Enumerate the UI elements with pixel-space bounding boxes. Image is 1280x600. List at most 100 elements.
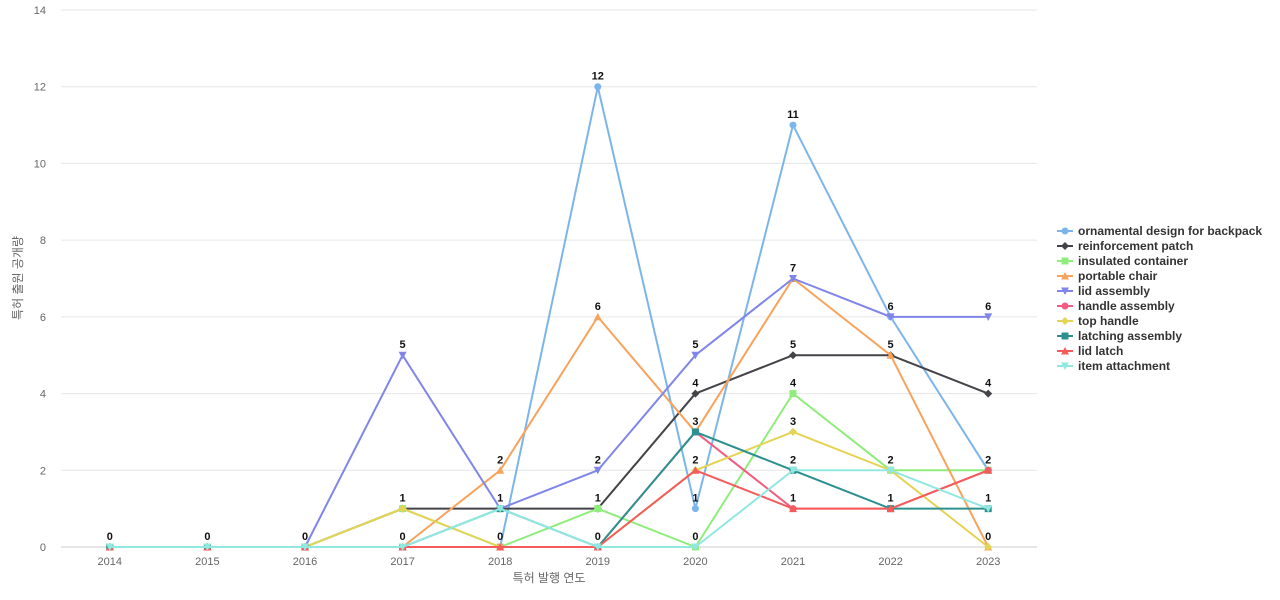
series-line xyxy=(109,469,989,548)
data-label: 5 xyxy=(888,339,894,351)
data-label: 4 xyxy=(790,378,797,390)
legend-item-latching-assembly[interactable]: latching assembly xyxy=(1057,329,1182,343)
legend-item-handle-assembly[interactable]: handle assembly xyxy=(1057,299,1175,313)
data-point xyxy=(691,543,700,551)
data-label: 1 xyxy=(985,493,991,505)
legend-label: lid assembly xyxy=(1078,284,1150,298)
data-point xyxy=(691,466,700,474)
series-lines xyxy=(105,83,993,551)
legend-marker xyxy=(1061,317,1069,325)
data-label: 11 xyxy=(787,109,799,121)
data-point xyxy=(789,351,797,360)
data-point xyxy=(301,543,309,551)
data-label: 12 xyxy=(592,71,604,83)
data-label: 2 xyxy=(595,454,601,466)
data-label: 2 xyxy=(497,454,503,466)
x-axis-title: 특허 발행 연도 xyxy=(513,570,586,585)
data-label: 0 xyxy=(302,531,308,543)
legend-marker xyxy=(1061,332,1069,340)
data-point xyxy=(789,427,797,436)
x-tick-label: 2015 xyxy=(195,556,219,568)
legend-item-portable-chair[interactable]: portable chair xyxy=(1057,269,1158,283)
series-line xyxy=(109,354,989,548)
data-point xyxy=(789,390,797,398)
legend-marker xyxy=(1061,227,1069,235)
legend-label: lid latch xyxy=(1078,344,1123,358)
data-point xyxy=(691,351,700,360)
legend-item-reinforcement-patch[interactable]: reinforcement patch xyxy=(1057,239,1193,253)
data-point xyxy=(398,543,407,551)
data-point xyxy=(886,466,895,475)
legend-label: item attachment xyxy=(1078,359,1170,373)
data-label: 1 xyxy=(888,493,894,505)
legend-label: top handle xyxy=(1078,314,1139,328)
x-tick-label: 2017 xyxy=(390,556,414,568)
legend-item-top-handle[interactable]: top handle xyxy=(1057,314,1139,328)
y-tick-label: 0 xyxy=(40,542,46,554)
legend: ornamental design for backpackreinforcem… xyxy=(1057,224,1262,373)
data-point xyxy=(594,83,602,91)
data-label: 1 xyxy=(400,493,406,505)
legend-marker xyxy=(1061,272,1069,280)
data-point xyxy=(984,466,993,474)
data-label: 2 xyxy=(888,454,894,466)
data-point xyxy=(398,351,407,360)
data-point xyxy=(203,543,212,551)
data-point xyxy=(691,428,699,436)
data-point xyxy=(593,466,602,475)
x-tick-label: 2014 xyxy=(98,556,122,568)
x-tick-label: 2021 xyxy=(781,556,805,568)
data-label: 3 xyxy=(692,416,698,428)
y-tick-label: 6 xyxy=(40,312,46,324)
data-point xyxy=(398,504,407,513)
data-label: 4 xyxy=(692,378,699,390)
data-label: 5 xyxy=(692,339,698,351)
data-point xyxy=(496,505,505,513)
legend-item-insulated-container[interactable]: insulated container xyxy=(1057,254,1188,268)
legend-label: handle assembly xyxy=(1078,299,1175,313)
data-point xyxy=(691,505,699,513)
y-tick-label: 10 xyxy=(34,158,46,170)
series-reinforcement-patch xyxy=(105,351,993,551)
data-label: 0 xyxy=(985,531,991,543)
data-point xyxy=(496,543,505,551)
legend-marker xyxy=(1061,362,1069,370)
data-point xyxy=(789,466,797,475)
data-label: 6 xyxy=(985,301,991,313)
legend-item-lid-latch[interactable]: lid latch xyxy=(1057,344,1123,358)
legend-marker xyxy=(1061,242,1069,250)
legend-label: reinforcement patch xyxy=(1078,239,1193,253)
data-point xyxy=(984,505,993,513)
data-label: 0 xyxy=(497,531,503,543)
data-point xyxy=(984,389,993,398)
x-tick-label: 2019 xyxy=(586,556,610,568)
data-label: 4 xyxy=(985,378,992,390)
x-tick-label: 2016 xyxy=(293,556,317,568)
y-tick-label: 12 xyxy=(34,82,46,94)
data-point xyxy=(789,121,797,129)
data-label: 6 xyxy=(888,301,894,313)
legend-marker xyxy=(1061,287,1069,295)
data-point xyxy=(105,543,114,551)
legend-label: latching assembly xyxy=(1078,329,1182,343)
series-item-attachment xyxy=(105,466,993,551)
y-tick-label: 8 xyxy=(40,235,46,247)
x-tick-label: 2018 xyxy=(488,556,512,568)
y-tick-label: 2 xyxy=(40,465,46,477)
legend-item-lid-assembly[interactable]: lid assembly xyxy=(1057,284,1150,298)
data-point xyxy=(984,543,993,551)
x-tick-label: 2023 xyxy=(976,556,1000,568)
legend-item-ornamental-design-for-backpack[interactable]: ornamental design for backpack xyxy=(1057,224,1262,238)
data-point xyxy=(984,313,993,321)
legend-item-item-attachment[interactable]: item attachment xyxy=(1057,359,1170,373)
y-tick-label: 14 xyxy=(34,5,46,17)
data-label: 1 xyxy=(692,493,698,505)
data-label: 1 xyxy=(497,493,503,505)
data-point xyxy=(594,505,602,513)
data-label: 5 xyxy=(790,339,796,351)
data-point xyxy=(886,504,895,513)
legend-label: insulated container xyxy=(1078,254,1188,268)
